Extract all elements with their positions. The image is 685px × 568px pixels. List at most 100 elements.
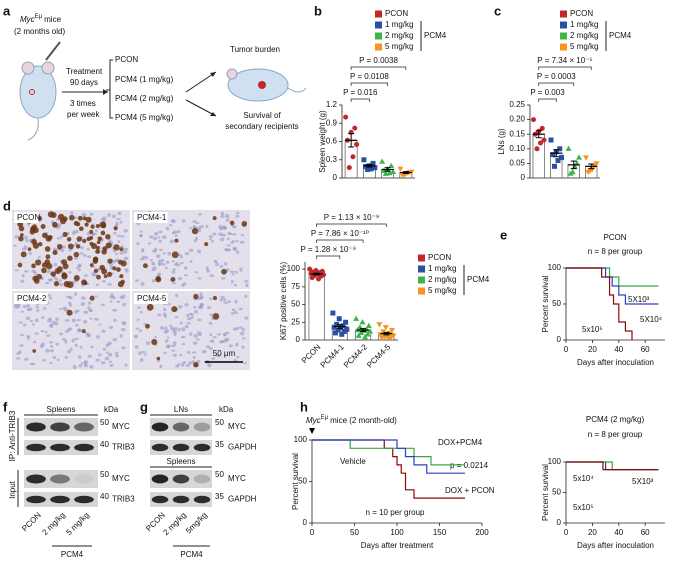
mouse-ear — [21, 61, 35, 75]
band — [193, 422, 211, 432]
data-point — [355, 332, 362, 338]
nucleus — [211, 339, 215, 343]
mouse-ear — [226, 68, 238, 80]
nucleus — [67, 329, 71, 333]
nucleus — [200, 225, 204, 228]
band — [74, 474, 94, 484]
nucleus — [214, 260, 218, 263]
nucleus — [219, 227, 223, 231]
x-tick-label: PCM4-2 — [342, 342, 369, 369]
data-point — [335, 327, 341, 333]
data-point — [548, 137, 554, 143]
ki67-nucleus — [66, 281, 74, 289]
nucleus — [69, 211, 74, 215]
nucleus — [138, 329, 143, 333]
group-label: PCM4 — [180, 550, 203, 559]
data-point — [370, 160, 376, 166]
nucleus — [84, 332, 90, 335]
band — [172, 495, 190, 504]
nucleus — [74, 337, 79, 340]
nucleus — [149, 235, 154, 239]
nucleus — [196, 359, 201, 363]
nucleus — [42, 307, 47, 310]
nucleus — [140, 281, 145, 286]
arrow-head — [103, 89, 108, 95]
nucleus — [235, 239, 239, 243]
ki67-nucleus — [76, 236, 82, 242]
ki67-nucleus — [81, 329, 86, 334]
nucleus — [207, 305, 212, 310]
data-point — [340, 323, 346, 329]
ki67-nucleus — [69, 214, 75, 221]
nucleus — [158, 239, 162, 243]
nucleus — [164, 339, 169, 343]
nucleus — [34, 332, 39, 335]
nucleus — [83, 363, 89, 368]
nucleus — [49, 323, 53, 328]
data-point — [376, 322, 383, 328]
nucleus — [20, 310, 25, 313]
nucleus — [79, 246, 85, 250]
y-axis-label: Ki67 positive cells (%) — [279, 262, 288, 341]
nucleus — [162, 252, 166, 255]
data-point — [382, 325, 389, 331]
ki67-nucleus — [82, 238, 87, 244]
protein-label: GAPDH — [228, 495, 257, 504]
nucleus — [151, 279, 156, 283]
nucleus — [95, 358, 100, 362]
ki67-nucleus — [73, 251, 80, 258]
nucleus — [147, 242, 152, 245]
nucleus — [59, 332, 64, 336]
group-option: PCM4 (1 mg/kg) — [115, 75, 174, 84]
significance-bracket — [538, 98, 557, 102]
nucleus — [197, 277, 202, 280]
nucleus — [73, 243, 77, 247]
ki67-nucleus — [151, 339, 158, 345]
nucleus — [241, 345, 245, 349]
kda-label: 35 — [215, 440, 224, 449]
nucleus — [183, 266, 188, 270]
ki67-nucleus — [119, 247, 124, 252]
nucleus — [224, 262, 228, 266]
nucleus — [95, 283, 100, 287]
data-point — [388, 162, 395, 168]
x-tick-label: 50 — [350, 528, 359, 537]
nucleus — [165, 260, 170, 264]
nucleus — [170, 344, 176, 348]
legend-swatch — [418, 254, 425, 262]
ki67-nucleus — [204, 242, 209, 247]
nucleus — [143, 353, 148, 356]
nucleus — [23, 357, 29, 361]
legend-label: 2 mg/kg — [570, 31, 598, 40]
nucleus — [168, 223, 173, 227]
nucleus — [164, 266, 168, 270]
protein-label: TRIB3 — [112, 443, 135, 452]
nucleus — [159, 364, 163, 369]
nucleus — [211, 239, 215, 243]
nucleus — [26, 303, 30, 308]
nucleus — [212, 232, 217, 236]
nucleus — [158, 262, 161, 267]
nucleus — [26, 336, 30, 340]
data-point — [352, 125, 358, 131]
legend-label: 1 mg/kg — [428, 264, 456, 273]
p-value: P = 0.0038 — [359, 56, 398, 65]
nucleus — [199, 295, 204, 300]
y-tick-label: 75 — [291, 282, 300, 291]
band — [26, 443, 46, 452]
nucleus — [205, 345, 210, 348]
ki67-nucleus — [105, 234, 111, 240]
data-point — [330, 310, 336, 316]
nucleus — [238, 307, 243, 311]
nucleus — [211, 357, 215, 360]
chart-subtitle: n = 8 per group — [588, 430, 643, 439]
nucleus — [244, 294, 248, 298]
nucleus — [172, 353, 177, 357]
nucleus — [155, 254, 161, 259]
nucleus — [244, 279, 248, 283]
nucleus — [123, 256, 129, 261]
nucleus — [235, 342, 239, 347]
data-point — [576, 154, 582, 160]
nucleus — [136, 306, 141, 309]
strain: Myc — [20, 15, 35, 24]
